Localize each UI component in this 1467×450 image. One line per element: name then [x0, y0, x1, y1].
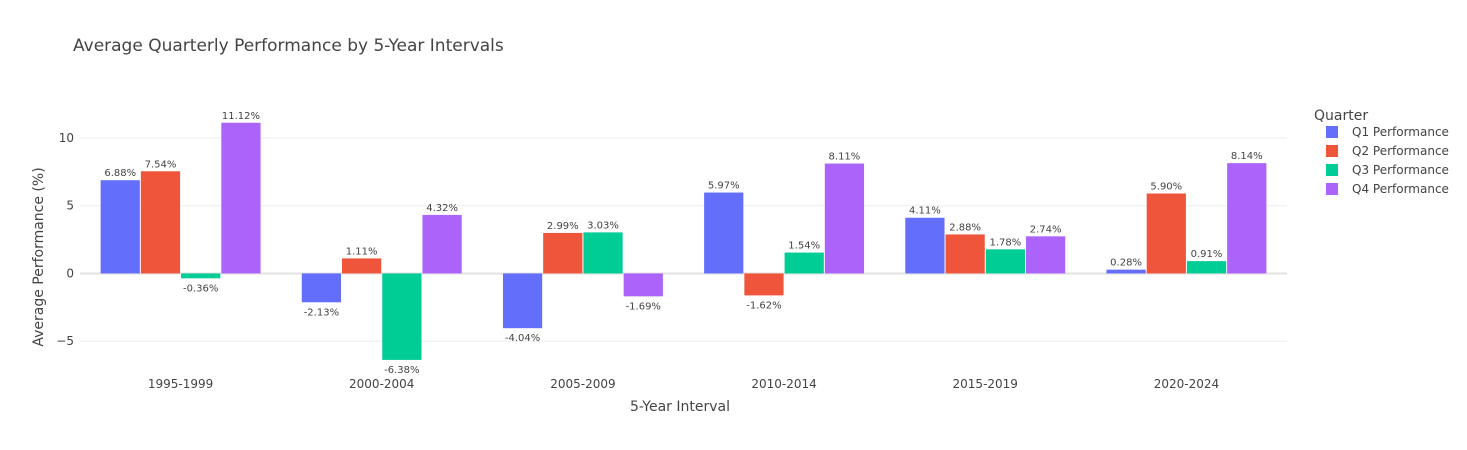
x-tick-label: 2015-2019: [953, 377, 1018, 391]
bar: [704, 192, 744, 274]
legend-entry[interactable]: Q4 Performance: [1352, 182, 1449, 196]
x-tick-label: 2005-2009: [550, 377, 615, 391]
data-label: 2.99%: [547, 221, 579, 232]
bar: [1227, 163, 1267, 274]
bar: [1186, 261, 1227, 274]
data-label: -4.04%: [505, 333, 540, 344]
data-label: 11.12%: [222, 111, 260, 122]
legend: Quarter Q1 Performance Q2 Performance Q3 P…: [1314, 108, 1449, 196]
bar: [824, 163, 865, 274]
legend-swatch: [1326, 183, 1338, 195]
legend-entry[interactable]: Q2 Performance: [1352, 144, 1449, 158]
legend-swatch: [1326, 126, 1338, 138]
legend-swatch: [1326, 145, 1338, 157]
data-label: 5.97%: [708, 181, 740, 192]
data-label: 8.14%: [1231, 151, 1263, 162]
data-label: 6.88%: [104, 168, 136, 179]
data-label: -6.38%: [384, 365, 419, 376]
data-label: 4.32%: [426, 203, 458, 214]
x-axis-ticks: 1995-1999 2000-2004 2005-2009 2010-2014 2015…: [148, 377, 1219, 391]
legend-entry[interactable]: Q1 Performance: [1352, 125, 1449, 139]
data-label: -1.62%: [746, 300, 781, 311]
bar: [985, 249, 1025, 274]
data-label: -1.69%: [626, 301, 661, 312]
bars: [100, 122, 1267, 360]
data-label: 3.03%: [587, 220, 619, 231]
y-tick-label: −5: [56, 334, 74, 348]
data-label: 1.11%: [346, 246, 378, 257]
legend-swatch: [1326, 164, 1338, 176]
x-axis-title: 5-Year Interval: [630, 399, 730, 415]
x-tick-label: 2000-2004: [349, 377, 414, 391]
bar: [945, 234, 985, 274]
bar: [342, 258, 382, 274]
x-tick-label: 1995-1999: [148, 377, 213, 391]
bar: [1146, 193, 1186, 274]
data-label: 7.54%: [145, 159, 177, 170]
bar: [221, 122, 261, 274]
data-label: 1.54%: [788, 241, 820, 252]
data-label: 5.90%: [1150, 181, 1182, 192]
data-label: 4.11%: [909, 206, 941, 217]
bar: [100, 180, 140, 274]
legend-title: Quarter: [1314, 108, 1368, 124]
data-label: 0.28%: [1110, 258, 1142, 269]
data-label: 8.11%: [829, 152, 861, 163]
bar: [905, 217, 945, 274]
y-axis-ticks: −5 0 5 10: [56, 131, 74, 348]
bar: [140, 171, 181, 274]
bar: [543, 232, 583, 274]
y-tick-label: 10: [59, 131, 74, 145]
x-tick-label: 2010-2014: [751, 377, 816, 391]
gridlines: [80, 137, 1287, 342]
x-tick-label: 2020-2024: [1154, 377, 1219, 391]
bar: [422, 214, 462, 274]
bar: [502, 273, 543, 329]
y-axis-title: Average Performance (%): [31, 167, 47, 346]
data-label: 2.88%: [949, 222, 981, 233]
bar: [1025, 236, 1066, 274]
bar: [744, 273, 784, 296]
chart-title: Average Quarterly Performance by 5-Year …: [73, 36, 504, 56]
data-label: -0.36%: [183, 283, 218, 294]
data-label: 1.78%: [989, 237, 1021, 248]
bar: [583, 232, 623, 274]
y-tick-label: 5: [66, 199, 74, 213]
y-tick-label: 0: [66, 266, 74, 280]
data-label: -2.13%: [304, 307, 339, 318]
data-label: 2.74%: [1030, 224, 1062, 235]
bar: [382, 273, 422, 360]
bar: [1106, 269, 1146, 274]
bar: [623, 273, 663, 297]
legend-entry[interactable]: Q3 Performance: [1352, 163, 1449, 177]
data-label: 0.91%: [1191, 249, 1223, 260]
bar: [301, 273, 342, 303]
bar: [181, 273, 221, 279]
data-labels: 6.88% 7.54% -0.36% 11.12% -2.13% 1.11% -6.38% 4…: [104, 111, 1262, 376]
bar: [784, 252, 824, 274]
